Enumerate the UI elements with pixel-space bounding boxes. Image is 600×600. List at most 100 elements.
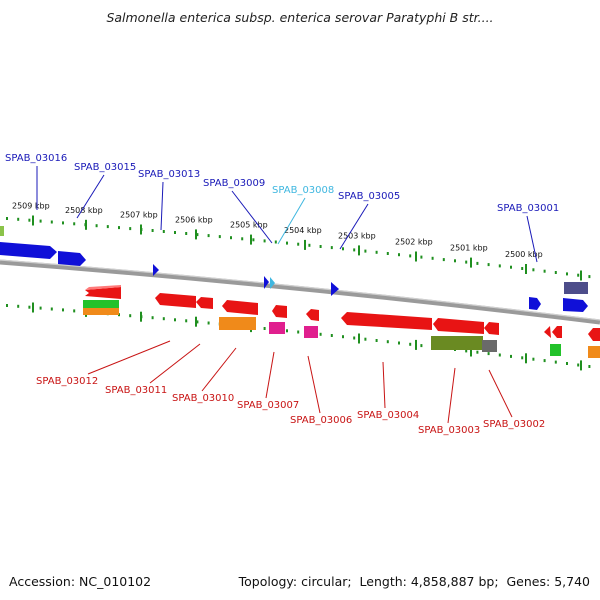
minor-tick — [566, 362, 568, 365]
gene-label[interactable]: SPAB_03015 — [74, 162, 136, 173]
gene-feature[interactable] — [155, 293, 196, 308]
minor-tick — [330, 334, 333, 337]
label-leader-line — [160, 181, 164, 231]
gene-feature[interactable] — [272, 305, 287, 318]
gene-label[interactable]: SPAB_03009 — [203, 178, 265, 189]
minor-tick — [442, 258, 445, 262]
gene-feature[interactable] — [433, 318, 484, 334]
minor-tick — [274, 240, 277, 244]
gene-feature[interactable] — [431, 336, 483, 350]
gene-feature[interactable] — [331, 282, 339, 296]
gene-feature[interactable] — [222, 300, 258, 315]
genes-label: Genes: — [506, 574, 551, 589]
minor-tick — [498, 353, 501, 357]
top-gene-labels: SPAB_03016 SPAB_03015SPAB_03013SPAB_03009… — [5, 153, 559, 214]
minor-tick — [263, 327, 266, 330]
accession-info: Accession: NC_010102 — [9, 574, 151, 589]
gene-feature[interactable] — [482, 340, 497, 352]
minor-tick — [286, 241, 288, 245]
label-leader-line — [339, 203, 369, 250]
minor-tick — [151, 316, 154, 320]
minor-tick — [6, 304, 8, 307]
minor-tick — [73, 309, 76, 313]
major-tick — [525, 353, 527, 364]
gene-label[interactable]: SPAB_03005 — [338, 191, 400, 202]
minor-tick — [398, 253, 400, 257]
gene-feature[interactable] — [85, 285, 121, 290]
minor-tick — [263, 239, 266, 243]
gene-feature[interactable] — [0, 242, 57, 259]
gene-label[interactable]: SPAB_03002 — [483, 419, 545, 430]
gene-label[interactable]: SPAB_03008 — [272, 185, 334, 196]
gene-feature[interactable] — [83, 300, 119, 308]
minor-tick — [218, 235, 221, 239]
gene-feature[interactable] — [270, 277, 275, 289]
gene-label[interactable]: SPAB_03007 — [237, 400, 299, 411]
major-tick — [32, 215, 34, 226]
major-tick — [470, 346, 472, 357]
genes-value: 5,740 — [554, 574, 590, 589]
minor-tick — [577, 363, 580, 367]
minor-tick — [174, 231, 176, 234]
minor-tick — [353, 248, 356, 252]
gene-label[interactable]: SPAB_03003 — [418, 425, 480, 436]
label-leader-line — [277, 197, 306, 245]
major-tick — [580, 270, 582, 281]
scale-label: 2505 kbp — [230, 221, 268, 230]
gene-feature[interactable] — [153, 264, 159, 276]
minor-tick — [554, 360, 557, 364]
gene-feature[interactable] — [484, 322, 499, 335]
label-leader-line — [231, 190, 273, 244]
gene-feature[interactable] — [529, 297, 541, 310]
gene-feature[interactable] — [219, 317, 256, 330]
minor-tick — [521, 356, 524, 360]
label-leader-line — [526, 215, 538, 263]
gene-feature[interactable] — [269, 322, 285, 334]
gene-label[interactable]: SPAB_03001 — [497, 203, 559, 214]
gene-feature[interactable] — [304, 326, 318, 338]
gene-label[interactable]: SPAB_03004 — [357, 410, 419, 421]
gene-feature[interactable] — [85, 287, 121, 299]
gene-label[interactable]: SPAB_03016 — [5, 153, 67, 164]
length-value: 4,858,887 bp — [410, 574, 495, 589]
scale-labels: 2509 kbp 2508 kbp 2507 kbp 2506 kbp 2505 kbp… — [12, 202, 543, 260]
gene-feature[interactable] — [58, 251, 86, 266]
gene-feature[interactable] — [306, 309, 319, 321]
minor-tick — [498, 264, 501, 268]
gene-feature[interactable] — [588, 328, 600, 341]
minor-tick — [386, 252, 389, 255]
gene-feature[interactable] — [588, 346, 600, 358]
gene-label[interactable]: SPAB_03011 — [105, 385, 167, 396]
gene-feature[interactable] — [83, 308, 119, 315]
gene-label[interactable]: SPAB_03006 — [290, 415, 352, 426]
minor-tick — [543, 359, 546, 363]
gene-feature[interactable] — [563, 298, 588, 312]
topology-label: Topology: — [238, 574, 298, 589]
minor-tick — [330, 246, 333, 250]
gene-feature[interactable] — [544, 326, 551, 338]
minor-tick — [353, 336, 356, 340]
gene-feature[interactable] — [550, 344, 561, 356]
gene-feature[interactable] — [196, 297, 213, 309]
scale-label: 2500 kbp — [505, 250, 543, 259]
gene-feature[interactable] — [552, 326, 562, 338]
minor-tick — [106, 225, 109, 229]
gene-label[interactable]: SPAB_03013 — [138, 169, 200, 180]
gene-feature[interactable] — [564, 282, 588, 294]
minor-tick — [297, 242, 300, 246]
gene-label[interactable]: SPAB_03012 — [36, 376, 98, 387]
minor-tick — [230, 236, 232, 240]
gene-feature[interactable] — [341, 312, 432, 330]
scale-label: 2506 kbp — [175, 215, 213, 224]
gene-feature[interactable] — [0, 226, 4, 236]
gene-label[interactable]: SPAB_03010 — [172, 393, 234, 404]
minor-tick — [6, 217, 8, 220]
upper-scale-ticks — [6, 215, 591, 281]
label-leader-line — [265, 351, 275, 399]
minor-tick — [28, 218, 31, 222]
gene-feature[interactable] — [264, 276, 269, 289]
minor-tick — [118, 226, 120, 230]
minor-tick — [588, 365, 591, 368]
minor-tick — [50, 307, 53, 311]
